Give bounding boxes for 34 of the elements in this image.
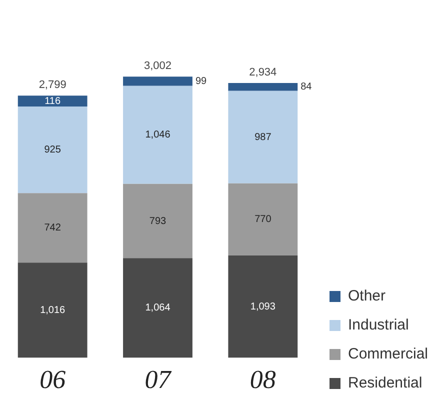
- total-label: 2,934: [249, 66, 277, 79]
- data-label: 793: [149, 216, 167, 227]
- bar: [123, 86, 192, 184]
- data-label: 1,093: [250, 301, 276, 312]
- x-tick-label: 06: [40, 365, 66, 394]
- total-label: 2,799: [38, 79, 66, 92]
- bar: [228, 183, 298, 256]
- data-label: 1,046: [145, 130, 171, 141]
- legend-label: Industrial: [348, 316, 409, 334]
- x-tick-label: 08: [250, 365, 276, 394]
- bar: [18, 193, 88, 263]
- total-label: 3,002: [144, 60, 172, 72]
- bar: [18, 106, 88, 194]
- x-tick-label: 07: [144, 365, 172, 394]
- data-label: 99: [195, 76, 208, 88]
- data-label: 742: [44, 222, 62, 234]
- bar: [228, 83, 298, 91]
- data-label: 1,064: [145, 302, 171, 314]
- data-label: 1,016: [40, 304, 66, 316]
- data-label: 84: [300, 82, 312, 93]
- legend-label: Commercial: [348, 346, 428, 363]
- bar: [123, 184, 192, 258]
- data-label: 987: [254, 132, 272, 143]
- bar: [123, 76, 192, 86]
- bar: [123, 258, 192, 358]
- bar: [228, 90, 298, 184]
- legend-label: Residential: [348, 374, 422, 392]
- legend-label: Other: [348, 288, 386, 305]
- bar: [18, 262, 88, 358]
- bar: [228, 255, 298, 358]
- data-label: 925: [44, 144, 62, 156]
- data-label: 116: [44, 96, 61, 107]
- bar: [18, 96, 88, 107]
- data-label: 770: [254, 214, 272, 226]
